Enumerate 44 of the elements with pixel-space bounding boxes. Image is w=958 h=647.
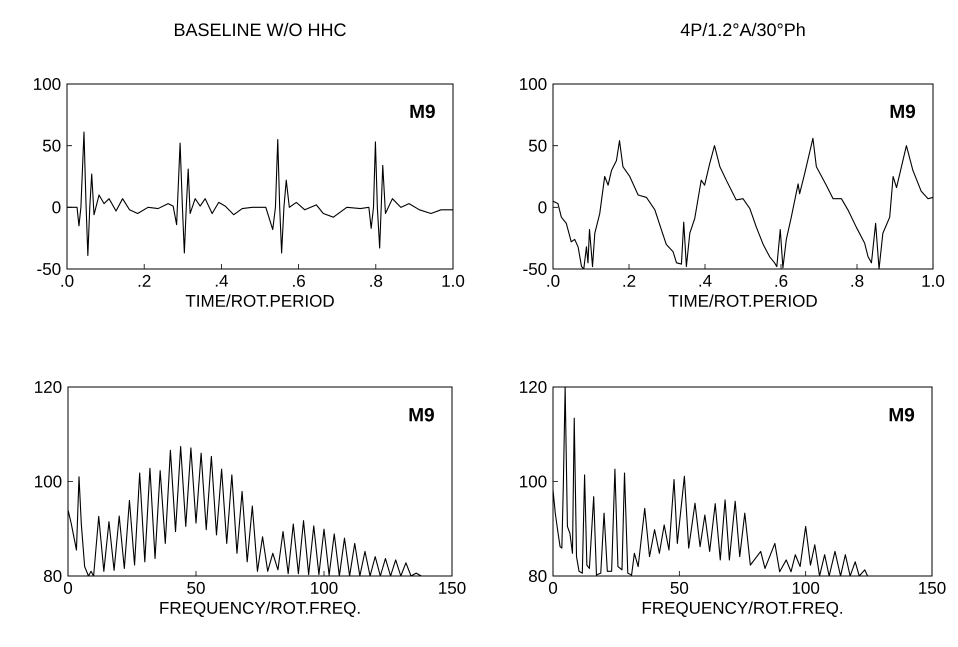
y-tick-label: 100 <box>34 78 60 90</box>
annotation: M9 <box>890 408 914 422</box>
x-tick-label: .0 <box>61 274 74 287</box>
y-tick-label: 100 <box>520 475 546 488</box>
y-tick-label: 50 <box>42 140 60 152</box>
y-tick-label: 80 <box>528 570 546 582</box>
y-tick-label: -50 <box>37 262 60 276</box>
x-tick-label: .0 <box>547 274 560 287</box>
x-tick-label: 100 <box>792 582 820 594</box>
x-tick-label: .4 <box>699 274 712 287</box>
x-tick-label: .6 <box>775 274 788 287</box>
annotation: M9 <box>890 104 916 118</box>
y-tick-label: 50 <box>528 140 546 152</box>
x-tick-label: .2 <box>623 274 636 287</box>
y-tick-label: 100 <box>35 475 62 488</box>
x-tick-label: 0 <box>64 582 72 594</box>
annotation: M9 <box>409 408 434 422</box>
y-tick-label: 100 <box>520 78 546 90</box>
x-tick-label: .8 <box>851 274 864 287</box>
y-tick-label: 120 <box>520 380 546 394</box>
x-tick-label: 1.0 <box>922 274 944 287</box>
x-tick-label: .6 <box>293 274 305 287</box>
x-axis-title: FREQUENCY/ROT.FREQ. <box>160 601 360 617</box>
x-tick-label: 150 <box>439 582 466 594</box>
y-tick-label: -50 <box>523 262 546 276</box>
y-tick-label: 0 <box>52 201 60 214</box>
x-tick-label: 100 <box>311 582 338 594</box>
x-tick-label: 50 <box>187 582 205 594</box>
x-tick-label: .2 <box>138 274 150 287</box>
x-tick-label: .4 <box>216 274 228 287</box>
x-tick-label: 50 <box>670 582 688 594</box>
x-tick-label: .8 <box>370 274 382 287</box>
chart-title: 4P/1.2°A/30°Ph <box>680 22 805 36</box>
y-tick-label: 80 <box>44 570 62 582</box>
x-tick-label: 0 <box>548 582 558 594</box>
x-axis-title: FREQUENCY/ROT.FREQ. <box>642 601 842 617</box>
y-tick-label: 120 <box>35 380 62 394</box>
chart-title: BASELINE W/O HHC <box>174 22 346 36</box>
annotation: M9 <box>410 104 435 118</box>
y-tick-label: 0 <box>538 201 546 214</box>
x-tick-label: 1.0 <box>442 274 464 287</box>
x-axis-title: TIME/ROT.PERIOD <box>186 294 334 307</box>
x-tick-label: 150 <box>919 582 946 594</box>
x-axis-title: TIME/ROT.PERIOD <box>668 294 817 307</box>
